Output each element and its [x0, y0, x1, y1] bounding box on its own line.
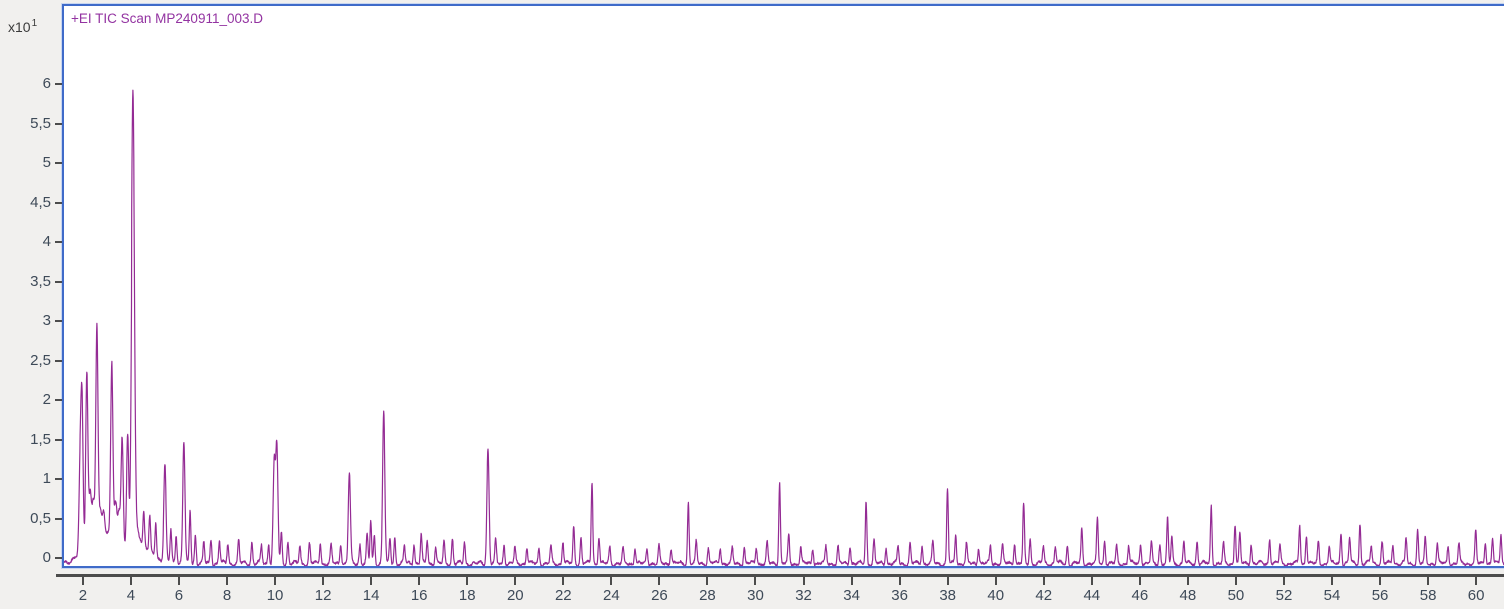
y-tick-label: 1,5	[30, 430, 51, 448]
x-tick-label: 52	[1275, 587, 1293, 604]
x-tick-mark	[850, 577, 853, 585]
x-tick-label: 48	[1179, 587, 1197, 604]
x-tick-label: 26	[651, 587, 668, 604]
x-tick-label: 4	[126, 587, 136, 604]
x-tick-label: 60	[1467, 587, 1485, 604]
x-tick-mark	[802, 577, 805, 585]
y-tick-label: 6	[42, 75, 51, 92]
y-tick-mark	[55, 359, 62, 362]
y-tick-label: 2,5	[30, 351, 51, 369]
x-axis-line	[56, 574, 1504, 577]
y-tick-label: 3	[42, 312, 51, 329]
plot-canvas[interactable]: +EI TIC Scan MP240911_003.D	[62, 4, 1504, 568]
y-tick-label: 5,5	[30, 114, 51, 132]
x-tick-mark	[1427, 577, 1430, 585]
x-tick-label: 36	[891, 587, 908, 604]
y-scale-base: x10	[8, 19, 31, 35]
x-tick-mark	[562, 577, 565, 585]
x-tick-label: 22	[554, 587, 572, 604]
x-tick-label: 16	[410, 587, 428, 604]
x-tick-label: 46	[1131, 587, 1149, 604]
x-tick-mark	[177, 577, 180, 585]
x-tick-label: 32	[795, 587, 812, 604]
x-tick-mark	[129, 577, 132, 585]
x-tick-mark	[1475, 577, 1478, 585]
x-tick-mark	[1042, 577, 1045, 585]
x-tick-mark	[754, 577, 757, 585]
y-scale-exponent: 1	[31, 18, 38, 29]
y-tick-mark	[55, 517, 62, 520]
x-tick-label: 44	[1083, 587, 1101, 604]
x-tick-label: 58	[1419, 587, 1437, 604]
y-tick-mark	[55, 201, 62, 204]
y-tick-mark	[55, 280, 62, 283]
x-tick-mark	[514, 577, 517, 585]
y-tick-label: 4	[42, 233, 51, 250]
x-tick-label: 10	[266, 587, 284, 604]
x-tick-mark	[658, 577, 661, 585]
x-tick-label: 12	[314, 587, 332, 604]
x-tick-mark	[994, 577, 997, 585]
y-tick-mark	[55, 557, 62, 559]
chromatogram-title: +EI TIC Scan MP240911_003.D	[71, 11, 263, 26]
y-tick-label: 1	[42, 470, 51, 487]
x-tick-mark	[370, 577, 373, 585]
y-tick-label: 2	[42, 391, 51, 408]
x-tick-label: 6	[174, 587, 184, 604]
tic-trace-svg	[64, 89, 1504, 566]
x-tick-label: 18	[458, 587, 476, 604]
y-tick-mark	[55, 478, 62, 480]
x-tick-label: 8	[222, 587, 232, 604]
y-tick-mark	[55, 162, 62, 164]
x-tick-mark	[322, 577, 325, 585]
y-tick-mark	[55, 438, 62, 441]
x-tick-label: 40	[987, 587, 1005, 604]
x-tick-label: 54	[1323, 587, 1341, 604]
x-tick-label: 30	[747, 587, 764, 604]
x-tick-mark	[1331, 577, 1333, 585]
x-tick-mark	[1138, 577, 1141, 585]
y-tick-mark	[55, 399, 62, 401]
x-tick-mark	[1379, 577, 1382, 585]
y-tick-label: 0	[42, 549, 51, 566]
y-tick-label: 5	[42, 154, 51, 171]
x-tick-mark	[418, 577, 421, 585]
x-tick-label: 20	[506, 587, 524, 604]
x-tick-mark	[898, 577, 901, 585]
tic-trace	[64, 89, 1504, 566]
x-tick-label: 42	[1035, 587, 1053, 604]
x-tick-mark	[610, 577, 613, 585]
y-axis-scale-label: x101	[8, 18, 37, 35]
y-tick-label: 0,5	[30, 509, 51, 527]
x-tick-label: 34	[843, 587, 860, 604]
x-tick-mark	[1090, 577, 1093, 585]
x-tick-mark	[1186, 577, 1189, 585]
x-tick-label: 28	[699, 587, 716, 604]
y-tick-mark	[55, 241, 62, 243]
x-tick-mark	[706, 577, 709, 585]
y-tick-mark	[55, 83, 62, 85]
x-tick-label: 2	[78, 587, 88, 604]
x-tick-label: 38	[939, 587, 956, 604]
x-tick-mark	[466, 577, 469, 585]
x-tick-mark	[81, 577, 84, 585]
y-tick-mark	[55, 122, 62, 125]
y-tick-label: 3,5	[30, 272, 51, 290]
x-tick-mark	[1282, 577, 1285, 585]
x-tick-mark	[226, 577, 229, 585]
x-tick-mark	[274, 577, 277, 585]
x-tick-label: 50	[1227, 587, 1245, 604]
x-tick-label: 14	[362, 587, 380, 604]
y-tick-label: 4,5	[30, 193, 51, 211]
x-tick-mark	[1234, 577, 1237, 585]
y-tick-mark	[55, 320, 62, 322]
x-tick-mark	[946, 577, 949, 585]
x-tick-label: 24	[603, 587, 620, 604]
x-tick-label: 56	[1371, 587, 1389, 604]
